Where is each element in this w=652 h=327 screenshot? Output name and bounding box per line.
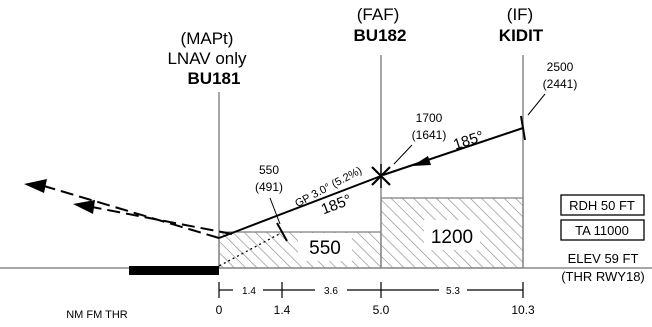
if-role-label: (IF) bbox=[507, 5, 533, 24]
if-fix-name: KIDIT bbox=[499, 26, 544, 45]
distance-segment-2: 3.6 bbox=[324, 286, 338, 297]
distance-segment-3: 5.3 bbox=[446, 286, 460, 297]
distance-tick-3: 10.3 bbox=[511, 303, 535, 317]
distance-segment-1: 1.4 bbox=[242, 286, 256, 297]
sdf-altitude: 550 bbox=[259, 163, 279, 177]
intermediate-course-label: 185° bbox=[451, 128, 486, 154]
missed-approach-path-lower bbox=[91, 206, 233, 235]
missed-approach-arrowhead-lower bbox=[73, 200, 95, 214]
rdh-label: RDH 50 FT bbox=[569, 198, 635, 213]
elevation-label: ELEV 59 FT bbox=[568, 251, 639, 266]
threshold-label: (THR RWY18) bbox=[561, 269, 645, 284]
mapt-note-label: LNAV only bbox=[167, 49, 247, 68]
glidepath-dotted bbox=[218, 231, 284, 267]
intermediate-path-arrowhead bbox=[412, 156, 431, 166]
distance-scale bbox=[218, 282, 524, 298]
if-altitude: 2500 bbox=[547, 60, 574, 74]
sdf-height: (491) bbox=[255, 180, 283, 194]
min-altitude-final-label: 550 bbox=[309, 238, 341, 259]
distance-tick-2: 5.0 bbox=[373, 303, 390, 317]
faf-cross-icon bbox=[371, 164, 391, 188]
if-height: (2441) bbox=[543, 77, 578, 91]
rdh-box bbox=[560, 194, 645, 216]
faf-role-label: (FAF) bbox=[357, 5, 400, 24]
sdf-altitude-leader bbox=[269, 197, 281, 225]
if-altitude-leader bbox=[527, 93, 546, 116]
runway-bar bbox=[129, 266, 219, 275]
missed-approach-path-upper bbox=[43, 185, 220, 239]
intermediate-descent-path bbox=[382, 127, 524, 176]
final-descent-path bbox=[218, 175, 382, 239]
distance-tick-1: 1.4 bbox=[274, 303, 291, 317]
min-altitude-intermediate-label: 1200 bbox=[431, 227, 473, 248]
missed-approach-arrowhead-upper bbox=[24, 179, 47, 193]
mapt-role-label: (MAPt) bbox=[181, 29, 234, 48]
ta-box bbox=[560, 219, 645, 241]
faf-altitude: 1700 bbox=[416, 111, 443, 125]
faf-fix-name: BU182 bbox=[354, 26, 407, 45]
ta-label: TA 11000 bbox=[575, 223, 629, 238]
distance-tick-0: 0 bbox=[216, 303, 223, 317]
mapt-fix-name: BU181 bbox=[188, 69, 241, 88]
distance-axis-label: NM FM THR bbox=[66, 309, 128, 321]
faf-height: (1641) bbox=[412, 128, 447, 142]
faf-altitude-leader bbox=[393, 144, 413, 165]
